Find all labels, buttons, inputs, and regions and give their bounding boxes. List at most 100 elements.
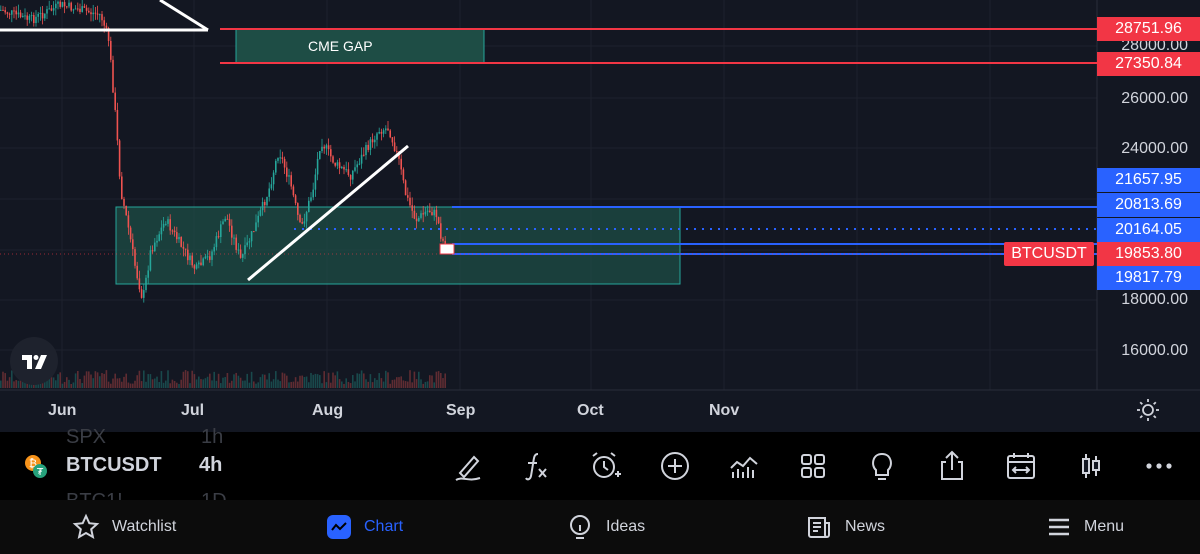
layout-icon[interactable] <box>795 448 831 484</box>
candle-body <box>138 278 141 290</box>
replay-icon[interactable] <box>1003 448 1039 484</box>
volume-bar <box>107 381 110 388</box>
ideas-bulb-icon[interactable] <box>864 448 900 484</box>
candle-body <box>158 234 160 241</box>
candle-style-icon[interactable] <box>1073 448 1109 484</box>
candle-body <box>134 249 136 266</box>
price-label-blue-3[interactable]: 20164.05 <box>1097 218 1200 242</box>
nav-watchlist-label: Watchlist <box>112 518 177 535</box>
volume-bar <box>327 372 330 388</box>
candle-body <box>343 166 345 170</box>
volume-bar <box>305 376 308 388</box>
volume-bar <box>57 374 59 388</box>
candle-body <box>92 12 94 15</box>
settings-icon[interactable] <box>1136 398 1160 422</box>
cme-gap-rect[interactable] <box>235 28 485 64</box>
volume-bar <box>90 374 92 388</box>
volume-bar <box>4 373 6 388</box>
volume-bar <box>248 382 251 388</box>
volume-bar <box>88 371 90 388</box>
candle-body <box>407 195 409 198</box>
share-icon[interactable] <box>934 448 970 484</box>
candle-body <box>303 221 306 224</box>
tradingview-logo-icon[interactable] <box>10 337 58 385</box>
volume-bar <box>389 383 391 388</box>
alert-icon[interactable] <box>587 448 623 484</box>
draw-icon[interactable] <box>450 448 486 484</box>
volume-bar <box>321 383 323 388</box>
candle-body <box>266 196 268 206</box>
nav-menu[interactable]: Menu <box>1046 500 1124 554</box>
candle-body <box>8 13 11 15</box>
candle-body <box>279 157 281 159</box>
volume-bar <box>125 373 127 388</box>
volume-bar <box>101 373 103 388</box>
volume-bar <box>444 373 446 388</box>
price-tick: 26000.00 <box>1121 90 1188 107</box>
candle-body <box>226 218 229 220</box>
candle-body <box>242 254 244 258</box>
candle-body <box>121 176 123 199</box>
current-price-marker[interactable] <box>439 243 455 255</box>
candle-body <box>257 215 259 223</box>
candle-body <box>239 249 242 258</box>
candle-body <box>176 232 178 240</box>
volume-bar <box>92 378 94 388</box>
add-icon[interactable] <box>657 448 693 484</box>
indicators-icon[interactable] <box>518 448 554 484</box>
candle-body <box>169 219 171 231</box>
symbol-toolbar <box>0 432 1200 500</box>
candle-body <box>4 10 6 13</box>
nav-news[interactable]: News <box>805 500 885 554</box>
chart-canvas[interactable] <box>0 0 1200 432</box>
cme-gap-annotation[interactable]: CME GAP <box>236 29 484 63</box>
volume-bar <box>268 373 270 388</box>
price-label-blue-4[interactable]: 19817.79 <box>1097 266 1200 290</box>
nav-chart[interactable]: Chart <box>326 500 403 554</box>
volume-bar <box>217 373 220 388</box>
nav-ideas[interactable]: Ideas <box>566 500 645 554</box>
candle-body <box>389 130 391 138</box>
candle-body <box>299 214 301 223</box>
candle-body <box>301 222 303 224</box>
candle-body <box>191 255 193 266</box>
candle-body <box>39 12 42 14</box>
candle-body <box>409 197 411 206</box>
support-zone[interactable] <box>115 206 681 285</box>
candle-body <box>178 237 180 240</box>
candle-body <box>316 158 319 175</box>
nav-watchlist[interactable]: Watchlist <box>72 500 176 554</box>
volume-bar <box>239 377 242 388</box>
volume-bar <box>61 383 64 388</box>
candle-body <box>224 218 226 222</box>
volume-bar <box>303 376 306 388</box>
price-label-blue-2[interactable]: 20813.69 <box>1097 193 1200 217</box>
trendline-rising[interactable] <box>247 144 409 282</box>
trendline-top-diagonal[interactable] <box>159 0 209 32</box>
candle-body <box>332 156 334 163</box>
volume-bar <box>244 380 246 388</box>
candle-body <box>356 164 358 168</box>
financials-icon[interactable] <box>726 448 762 484</box>
price-label-cme-top[interactable]: 28751.96 <box>1097 17 1200 41</box>
candle-body <box>52 8 55 11</box>
volume-bar <box>261 374 264 388</box>
volume-bar <box>279 381 281 388</box>
interval-selector[interactable]: 4h <box>199 454 223 476</box>
candle-body <box>321 146 323 152</box>
volume-bar <box>398 377 400 388</box>
candle-body <box>281 157 284 159</box>
volume-bar <box>250 371 253 388</box>
chart-area[interactable]: CME GAP 28000.00 26000.00 24000.00 18000… <box>0 0 1200 432</box>
candle-body <box>162 223 165 228</box>
volume-bar <box>404 381 407 388</box>
candle-body <box>77 8 79 10</box>
price-label-blue-1[interactable]: 21657.95 <box>1097 168 1200 192</box>
last-price-label[interactable]: 19853.80 <box>1097 242 1200 266</box>
candle-body <box>68 2 70 7</box>
chart-grid <box>0 0 1097 390</box>
more-icon[interactable] <box>1141 448 1177 484</box>
symbol-name[interactable]: BTCUSDT <box>66 454 162 476</box>
price-label-cme-bottom[interactable]: 27350.84 <box>1097 52 1200 76</box>
star-icon <box>72 513 100 540</box>
